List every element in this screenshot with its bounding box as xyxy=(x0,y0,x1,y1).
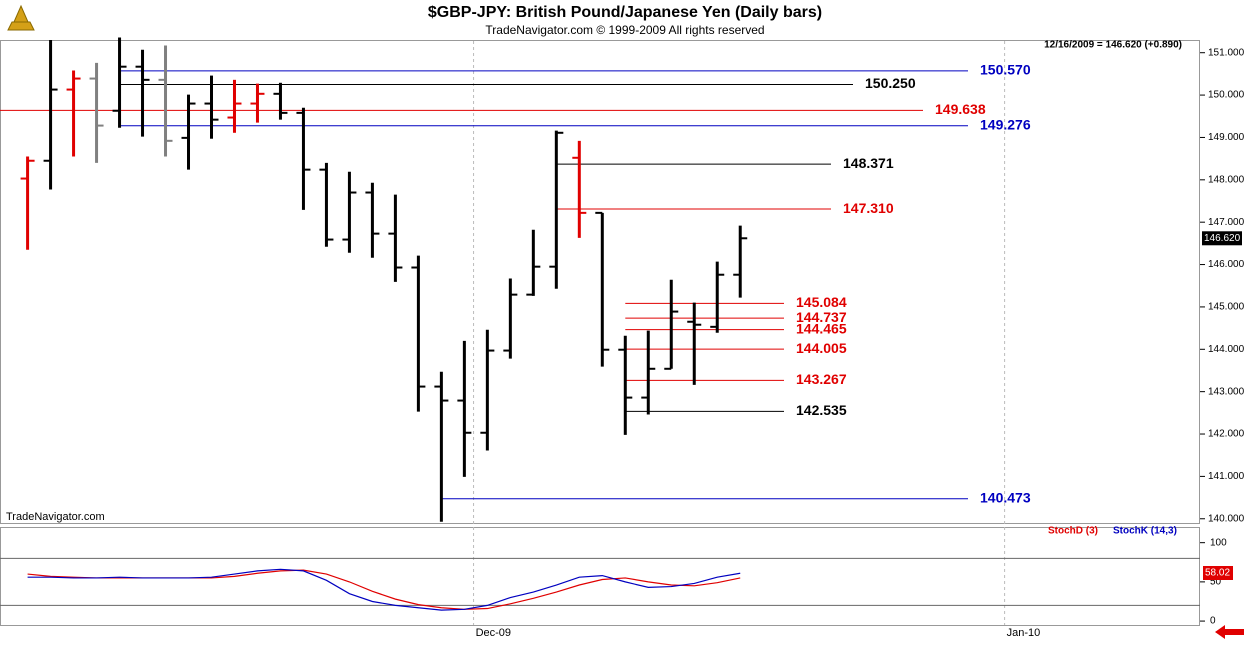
level-label: 140.473 xyxy=(980,489,1031,505)
last-value-box: 146.620 xyxy=(1204,233,1241,244)
y-tick-label: 145.000 xyxy=(1208,302,1245,313)
level-label: 149.276 xyxy=(980,116,1031,132)
y-tick-label: 50 xyxy=(1210,577,1222,588)
y-tick-label: 144.000 xyxy=(1208,344,1245,355)
last-box xyxy=(1202,231,1242,246)
y-tick-label: 147.000 xyxy=(1208,217,1245,228)
y-tick-label: 148.000 xyxy=(1208,174,1245,185)
level-label: 144.005 xyxy=(796,340,847,356)
y-tick-label: 146.000 xyxy=(1208,259,1245,270)
x-tick-label: Jan-10 xyxy=(1007,627,1041,639)
level-label: 150.570 xyxy=(980,62,1031,78)
price-frame xyxy=(0,40,1200,524)
y-tick-label: 141.000 xyxy=(1208,471,1245,482)
level-label: 148.371 xyxy=(843,155,894,171)
last-box xyxy=(1203,566,1233,580)
level-label: 149.638 xyxy=(935,101,986,117)
chart-subtitle: TradeNavigator.com © 1999-2009 All right… xyxy=(485,23,764,37)
y-tick-label: 150.000 xyxy=(1208,90,1245,101)
y-tick-label: 0 xyxy=(1210,616,1216,627)
y-tick-label: 151.000 xyxy=(1208,47,1245,58)
last-value-box: 58.02 xyxy=(1205,568,1230,579)
level-label: 147.310 xyxy=(843,200,894,216)
legend-entry: StochD (3) xyxy=(1048,526,1098,537)
watermark: TradeNavigator.com xyxy=(6,511,105,523)
stoch-line xyxy=(27,568,741,611)
chart-title: $GBP-JPY: British Pound/Japanese Yen (Da… xyxy=(428,4,822,21)
level-label: 142.535 xyxy=(796,402,847,418)
scroll-arrow[interactable] xyxy=(1215,625,1244,639)
logo xyxy=(7,4,35,31)
y-tick-label: 140.000 xyxy=(1208,513,1245,524)
level-label: 144.465 xyxy=(796,320,847,336)
legend-entry: StochK (14,3) xyxy=(1113,526,1177,537)
level-label: 143.267 xyxy=(796,371,847,387)
y-tick-label: 143.000 xyxy=(1208,386,1245,397)
level-label: 144.737 xyxy=(796,309,847,325)
level-label: 145.084 xyxy=(796,294,847,310)
stoch-frame xyxy=(0,527,1200,626)
y-tick-label: 100 xyxy=(1210,537,1227,548)
x-tick-label: Dec-09 xyxy=(476,627,511,639)
y-tick-label: 149.000 xyxy=(1208,132,1245,143)
level-label: 150.250 xyxy=(865,75,916,91)
y-tick-label: 142.000 xyxy=(1208,429,1245,440)
last-label: 12/16/2009 = 146.620 (+0.890) xyxy=(1044,40,1182,51)
